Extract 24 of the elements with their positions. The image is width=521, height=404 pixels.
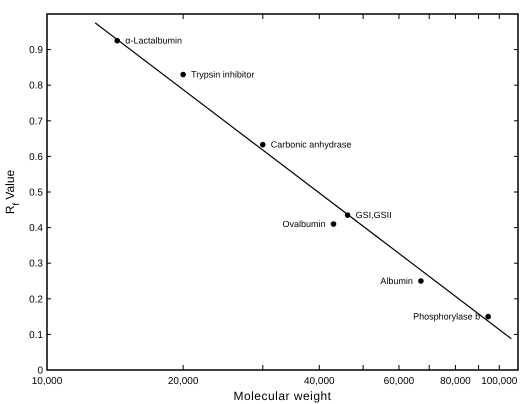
y-tick-label: 0.9 xyxy=(29,45,44,56)
x-tick-label: 40,000 xyxy=(304,376,336,387)
y-tick-label: 0.3 xyxy=(29,258,44,270)
x-tick-label: 80,000 xyxy=(440,376,472,387)
y-tick-label: 0 xyxy=(37,366,44,376)
annotation: Phosphorylase b xyxy=(413,312,480,322)
annotation: Trypsin inhibitor xyxy=(191,70,254,80)
x-axis-title: Molecular weight xyxy=(233,389,332,403)
annotation: Albumin xyxy=(380,276,413,286)
x-tick-label: 10,000 xyxy=(32,376,63,387)
y-tick-label: 0.2 xyxy=(29,294,44,306)
y-tick-label: 0.4 xyxy=(29,223,44,234)
y-tick-label: 0.1 xyxy=(29,330,44,341)
y-tick-label: 0.8 xyxy=(29,80,44,92)
x-tick-label: 100,000 xyxy=(481,376,518,387)
y-tick-label: 0.7 xyxy=(29,116,44,128)
annotation: GSI,GSII xyxy=(356,210,392,220)
y-tick-label: 0.6 xyxy=(29,152,44,163)
annotation: Ovalbumin xyxy=(282,219,326,230)
x-tick-label: 20,000 xyxy=(168,376,199,387)
y-tick-label: 0.5 xyxy=(29,188,44,198)
x-tick-label: 60,000 xyxy=(384,376,415,387)
annotation: Carbonic anhydrase xyxy=(270,140,352,150)
annotation: α-Lactalbumin xyxy=(125,36,182,46)
